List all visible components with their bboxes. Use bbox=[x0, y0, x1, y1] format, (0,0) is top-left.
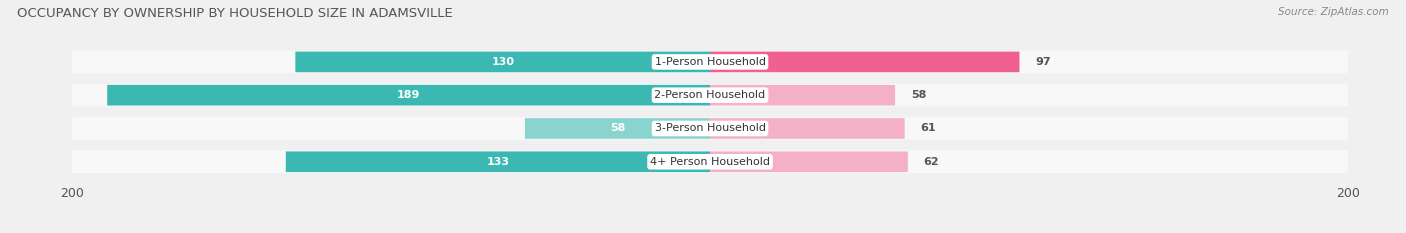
Text: 58: 58 bbox=[610, 123, 626, 134]
FancyBboxPatch shape bbox=[710, 51, 1019, 72]
Text: Source: ZipAtlas.com: Source: ZipAtlas.com bbox=[1278, 7, 1389, 17]
Text: 133: 133 bbox=[486, 157, 509, 167]
FancyBboxPatch shape bbox=[107, 85, 710, 106]
Text: 189: 189 bbox=[396, 90, 420, 100]
Text: 58: 58 bbox=[911, 90, 927, 100]
FancyBboxPatch shape bbox=[295, 51, 710, 72]
Text: 97: 97 bbox=[1035, 57, 1050, 67]
Text: OCCUPANCY BY OWNERSHIP BY HOUSEHOLD SIZE IN ADAMSVILLE: OCCUPANCY BY OWNERSHIP BY HOUSEHOLD SIZE… bbox=[17, 7, 453, 20]
FancyBboxPatch shape bbox=[524, 118, 710, 139]
FancyBboxPatch shape bbox=[72, 117, 1348, 140]
FancyBboxPatch shape bbox=[72, 51, 1348, 73]
Legend: Owner-occupied, Renter-occupied: Owner-occupied, Renter-occupied bbox=[582, 230, 838, 233]
FancyBboxPatch shape bbox=[710, 151, 908, 172]
Text: 130: 130 bbox=[491, 57, 515, 67]
FancyBboxPatch shape bbox=[710, 85, 896, 106]
Text: 1-Person Household: 1-Person Household bbox=[655, 57, 765, 67]
Text: 62: 62 bbox=[924, 157, 939, 167]
FancyBboxPatch shape bbox=[72, 84, 1348, 106]
FancyBboxPatch shape bbox=[285, 151, 710, 172]
Text: 3-Person Household: 3-Person Household bbox=[655, 123, 765, 134]
Text: 4+ Person Household: 4+ Person Household bbox=[650, 157, 770, 167]
Text: 2-Person Household: 2-Person Household bbox=[654, 90, 766, 100]
FancyBboxPatch shape bbox=[72, 151, 1348, 173]
FancyBboxPatch shape bbox=[710, 118, 904, 139]
Text: 61: 61 bbox=[921, 123, 936, 134]
